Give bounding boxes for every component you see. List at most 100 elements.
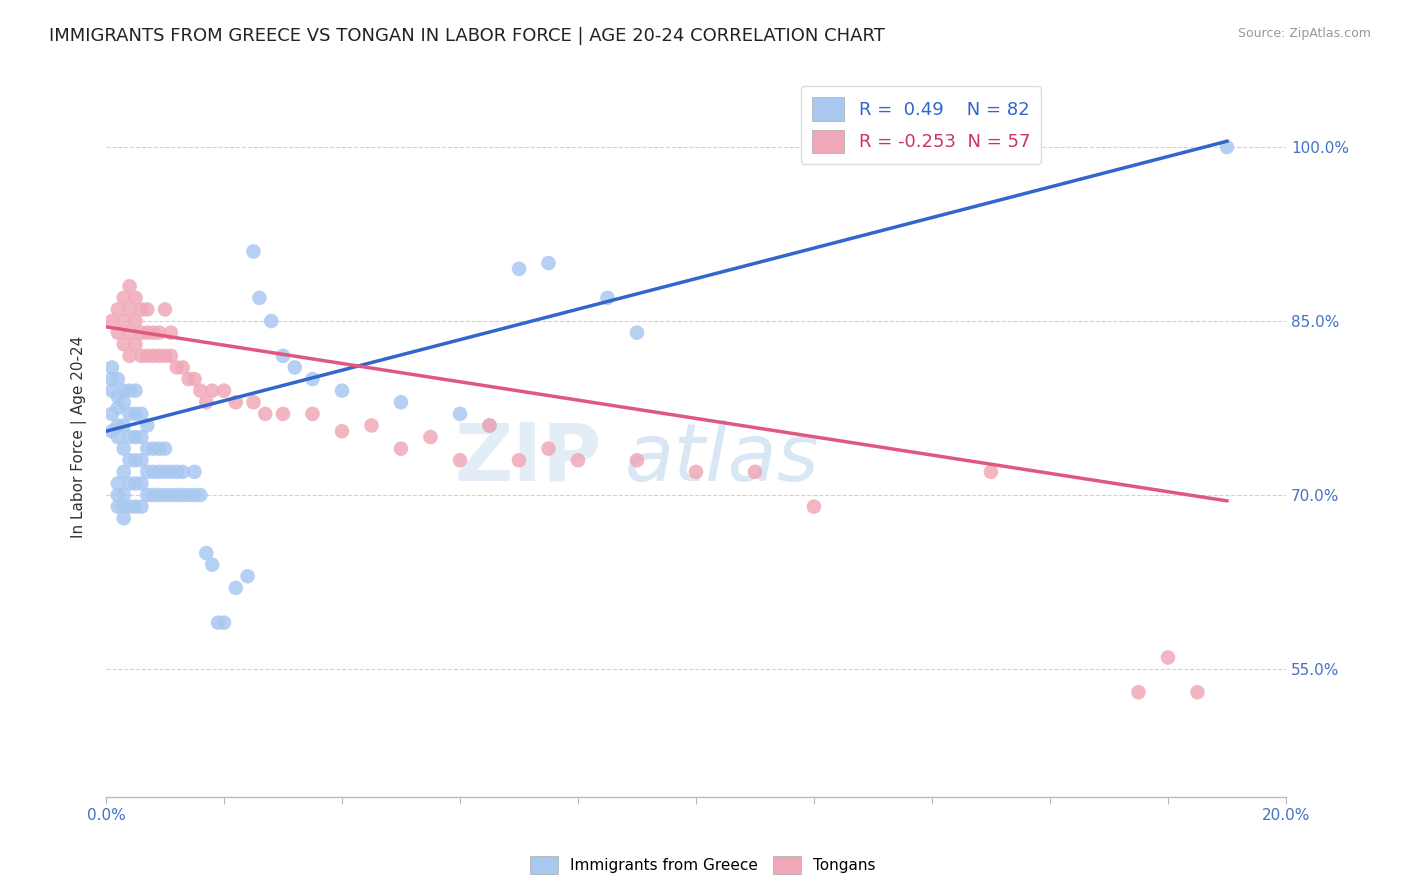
Point [478, 418, 501, 433]
Point [131, 500, 153, 514]
Point [112, 511, 135, 525]
Point [131, 430, 153, 444]
Point [537, 256, 560, 270]
Point [301, 372, 323, 386]
Point [271, 349, 294, 363]
Point [101, 424, 124, 438]
Point [124, 500, 146, 514]
Point [360, 418, 382, 433]
Point [389, 442, 412, 456]
Point [112, 337, 135, 351]
Point [980, 465, 1002, 479]
Point [190, 488, 212, 502]
Point [107, 326, 129, 340]
Point [247, 291, 270, 305]
Point [153, 488, 176, 502]
Point [101, 372, 124, 386]
Text: atlas: atlas [626, 419, 820, 498]
Point [107, 302, 129, 317]
Point [124, 407, 146, 421]
Text: ZIP: ZIP [454, 419, 602, 498]
Point [124, 453, 146, 467]
Point [537, 442, 560, 456]
Point [183, 488, 205, 502]
Point [118, 279, 141, 293]
Point [201, 384, 224, 398]
Point [136, 418, 159, 433]
Point [172, 465, 194, 479]
Point [172, 488, 194, 502]
Point [271, 407, 294, 421]
Point [112, 465, 135, 479]
Point [207, 615, 229, 630]
Point [160, 326, 183, 340]
Y-axis label: In Labor Force | Age 20-24: In Labor Force | Age 20-24 [72, 336, 87, 538]
Point [118, 326, 141, 340]
Point [596, 291, 619, 305]
Point [107, 418, 129, 433]
Point [626, 453, 648, 467]
Point [201, 558, 224, 572]
Point [153, 302, 176, 317]
Point [160, 488, 183, 502]
Point [567, 453, 589, 467]
Point [101, 314, 124, 328]
Point [112, 291, 135, 305]
Point [131, 453, 153, 467]
Point [1187, 685, 1209, 699]
Point [142, 488, 165, 502]
Point [148, 488, 170, 502]
Point [284, 360, 307, 375]
Point [118, 430, 141, 444]
Point [136, 302, 159, 317]
Point [136, 349, 159, 363]
Point [118, 476, 141, 491]
Point [124, 337, 146, 351]
Point [148, 442, 170, 456]
Point [190, 384, 212, 398]
Point [166, 360, 188, 375]
Point [449, 407, 471, 421]
Point [112, 314, 135, 328]
Point [153, 465, 176, 479]
Point [112, 488, 135, 502]
Text: Source: ZipAtlas.com: Source: ZipAtlas.com [1237, 27, 1371, 40]
Point [1128, 685, 1150, 699]
Point [101, 407, 124, 421]
Point [148, 465, 170, 479]
Point [1157, 650, 1180, 665]
Point [107, 500, 129, 514]
Point [107, 430, 129, 444]
Point [225, 581, 247, 595]
Point [744, 465, 766, 479]
Point [118, 407, 141, 421]
Point [177, 488, 200, 502]
Point [685, 465, 707, 479]
Point [131, 407, 153, 421]
Point [242, 244, 264, 259]
Point [107, 401, 129, 415]
Point [508, 261, 530, 276]
Text: IMMIGRANTS FROM GREECE VS TONGAN IN LABOR FORCE | AGE 20-24 CORRELATION CHART: IMMIGRANTS FROM GREECE VS TONGAN IN LABO… [49, 27, 886, 45]
Point [153, 442, 176, 456]
Point [131, 302, 153, 317]
Point [236, 569, 259, 583]
Point [112, 500, 135, 514]
Point [160, 349, 183, 363]
Point [118, 349, 141, 363]
Point [101, 360, 124, 375]
Point [195, 395, 218, 409]
Point [112, 384, 135, 398]
Point [118, 384, 141, 398]
Point [131, 476, 153, 491]
Point [166, 488, 188, 502]
Point [803, 500, 825, 514]
Point [389, 395, 412, 409]
Point [142, 349, 165, 363]
Point [260, 314, 283, 328]
Point [142, 465, 165, 479]
Point [172, 360, 194, 375]
Point [107, 389, 129, 403]
Legend: R =  0.49    N = 82, R = -0.253  N = 57: R = 0.49 N = 82, R = -0.253 N = 57 [801, 87, 1040, 163]
Point [107, 476, 129, 491]
